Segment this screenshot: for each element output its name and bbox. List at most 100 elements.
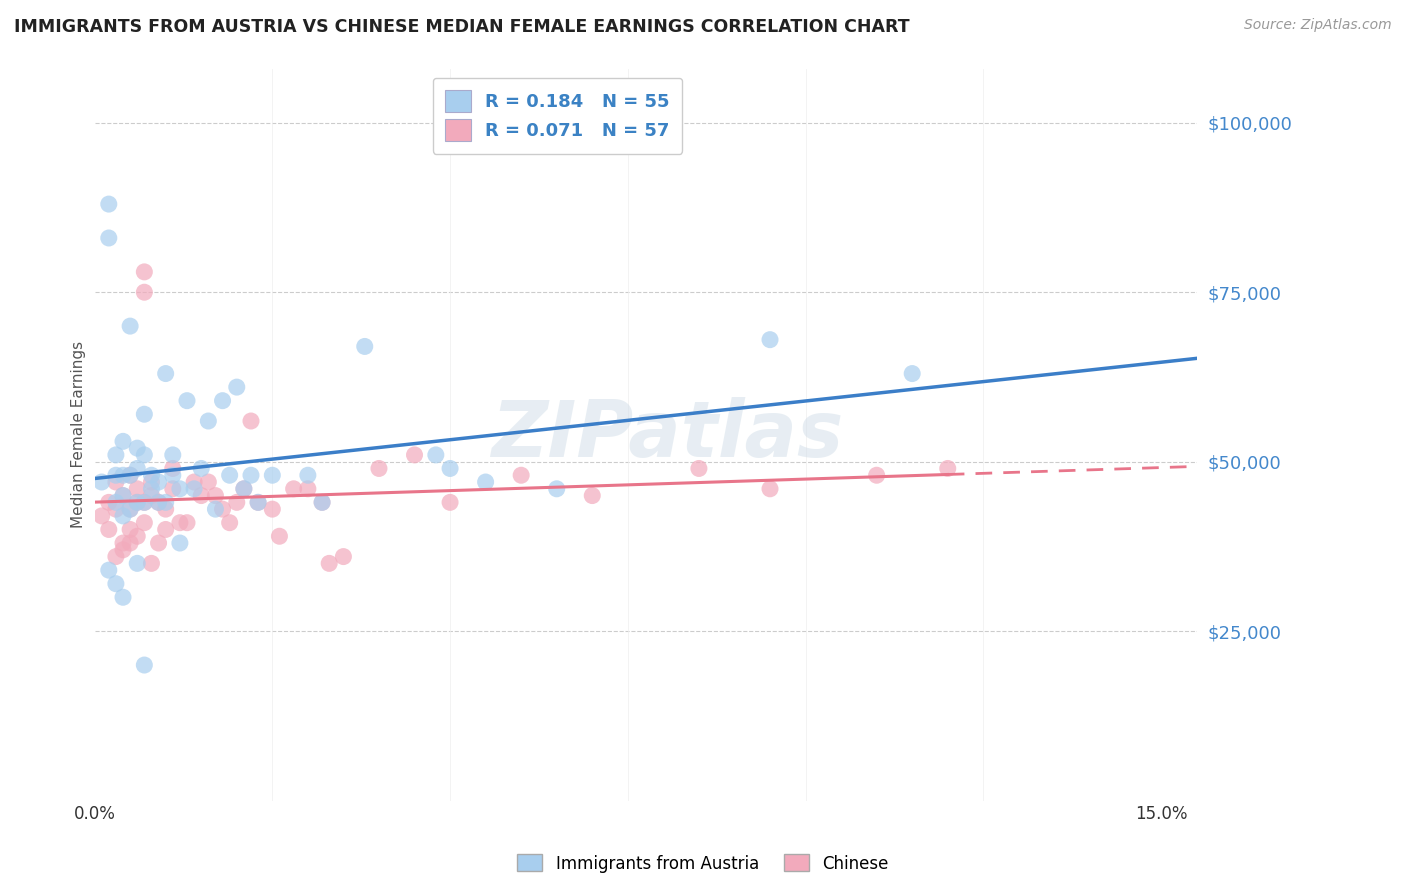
Chinese	[104, 475, 127, 489]
Chinese	[134, 516, 156, 530]
Chinese	[127, 495, 149, 509]
Immigrants from Austria	[111, 434, 134, 449]
Chinese	[318, 557, 340, 571]
Chinese	[176, 516, 198, 530]
Chinese	[120, 502, 142, 516]
Immigrants from Austria	[148, 475, 170, 489]
Chinese	[368, 461, 391, 475]
Immigrants from Austria	[104, 468, 127, 483]
Chinese	[197, 475, 219, 489]
Chinese	[127, 529, 149, 543]
Immigrants from Austria	[211, 393, 233, 408]
Immigrants from Austria	[127, 441, 149, 455]
Immigrants from Austria	[759, 333, 782, 347]
Chinese	[169, 516, 191, 530]
Chinese	[190, 489, 212, 503]
Immigrants from Austria	[474, 475, 496, 489]
Chinese	[688, 461, 710, 475]
Legend: R = 0.184   N = 55, R = 0.071   N = 57: R = 0.184 N = 55, R = 0.071 N = 57	[433, 78, 682, 154]
Immigrants from Austria	[183, 482, 205, 496]
Chinese	[111, 489, 134, 503]
Chinese	[204, 489, 226, 503]
Immigrants from Austria	[111, 468, 134, 483]
Chinese	[148, 495, 170, 509]
Immigrants from Austria	[190, 461, 212, 475]
Chinese	[134, 285, 156, 300]
Immigrants from Austria	[546, 482, 568, 496]
Immigrants from Austria	[120, 319, 142, 334]
Chinese	[141, 557, 163, 571]
Chinese	[90, 508, 112, 523]
Immigrants from Austria	[127, 495, 149, 509]
Immigrants from Austria	[169, 536, 191, 550]
Chinese	[141, 489, 163, 503]
Immigrants from Austria	[197, 414, 219, 428]
Immigrants from Austria	[97, 197, 120, 211]
Immigrants from Austria	[155, 367, 177, 381]
Immigrants from Austria	[111, 489, 134, 503]
Immigrants from Austria	[104, 448, 127, 462]
Immigrants from Austria	[90, 475, 112, 489]
Chinese	[183, 475, 205, 489]
Y-axis label: Median Female Earnings: Median Female Earnings	[72, 341, 86, 528]
Chinese	[297, 482, 319, 496]
Immigrants from Austria	[141, 468, 163, 483]
Immigrants from Austria	[148, 495, 170, 509]
Immigrants from Austria	[155, 495, 177, 509]
Chinese	[97, 523, 120, 537]
Immigrants from Austria	[204, 502, 226, 516]
Chinese	[240, 414, 263, 428]
Immigrants from Austria	[104, 495, 127, 509]
Chinese	[111, 542, 134, 557]
Chinese	[155, 523, 177, 537]
Immigrants from Austria	[104, 576, 127, 591]
Immigrants from Austria	[439, 461, 461, 475]
Immigrants from Austria	[120, 502, 142, 516]
Chinese	[155, 502, 177, 516]
Chinese	[247, 495, 270, 509]
Immigrants from Austria	[97, 563, 120, 577]
Immigrants from Austria	[141, 482, 163, 496]
Chinese	[162, 461, 184, 475]
Chinese	[332, 549, 354, 564]
Immigrants from Austria	[134, 448, 156, 462]
Chinese	[439, 495, 461, 509]
Immigrants from Austria	[111, 508, 134, 523]
Immigrants from Austria	[169, 482, 191, 496]
Chinese	[120, 536, 142, 550]
Chinese	[120, 468, 142, 483]
Chinese	[269, 529, 291, 543]
Immigrants from Austria	[162, 448, 184, 462]
Chinese	[148, 536, 170, 550]
Immigrants from Austria	[247, 495, 270, 509]
Text: ZIPatlas: ZIPatlas	[492, 397, 844, 473]
Chinese	[120, 523, 142, 537]
Immigrants from Austria	[425, 448, 447, 462]
Chinese	[866, 468, 889, 483]
Chinese	[225, 495, 247, 509]
Chinese	[232, 482, 254, 496]
Immigrants from Austria	[240, 468, 263, 483]
Immigrants from Austria	[127, 557, 149, 571]
Chinese	[936, 461, 959, 475]
Chinese	[218, 516, 240, 530]
Chinese	[104, 502, 127, 516]
Immigrants from Austria	[901, 367, 924, 381]
Text: IMMIGRANTS FROM AUSTRIA VS CHINESE MEDIAN FEMALE EARNINGS CORRELATION CHART: IMMIGRANTS FROM AUSTRIA VS CHINESE MEDIA…	[14, 18, 910, 36]
Legend: Immigrants from Austria, Chinese: Immigrants from Austria, Chinese	[510, 847, 896, 880]
Immigrants from Austria	[297, 468, 319, 483]
Chinese	[283, 482, 305, 496]
Text: Source: ZipAtlas.com: Source: ZipAtlas.com	[1244, 18, 1392, 32]
Immigrants from Austria	[218, 468, 240, 483]
Chinese	[759, 482, 782, 496]
Chinese	[510, 468, 533, 483]
Immigrants from Austria	[311, 495, 333, 509]
Chinese	[581, 489, 603, 503]
Immigrants from Austria	[127, 461, 149, 475]
Chinese	[262, 502, 284, 516]
Chinese	[141, 475, 163, 489]
Immigrants from Austria	[134, 658, 156, 673]
Immigrants from Austria	[97, 231, 120, 245]
Immigrants from Austria	[134, 495, 156, 509]
Chinese	[127, 482, 149, 496]
